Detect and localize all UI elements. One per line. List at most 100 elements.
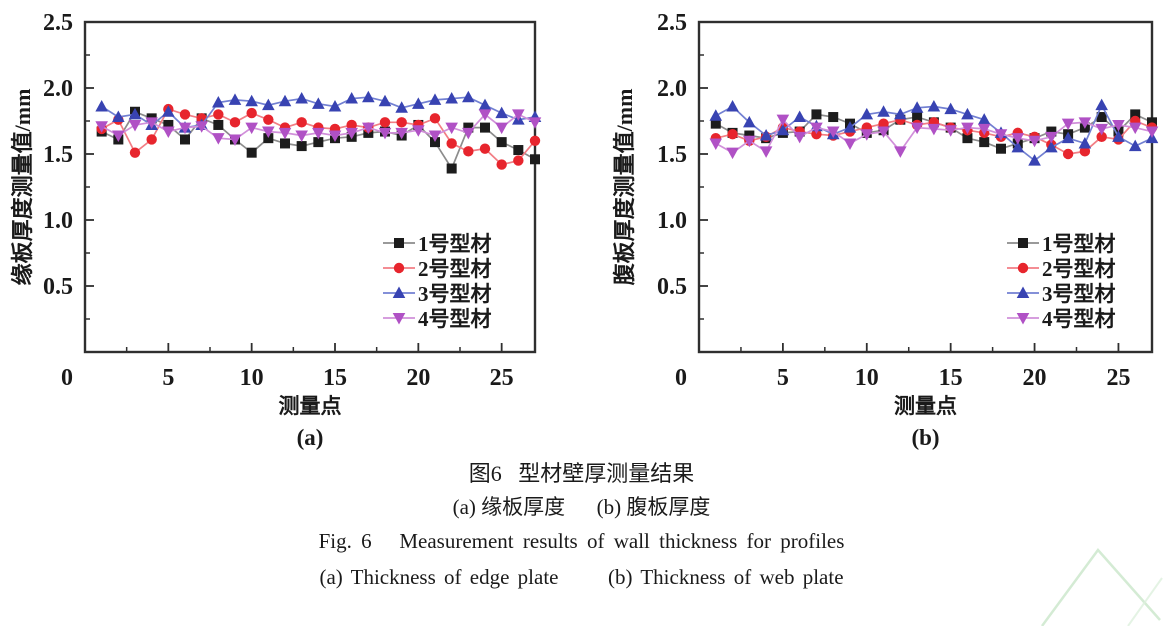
data-point-marker [295,130,308,143]
data-point-marker [877,105,890,117]
data-point-marker [927,123,941,136]
data-point-marker [129,147,141,158]
x-tick-label: 20 [1023,365,1047,391]
data-point-marker [961,122,974,135]
x-tick-label: 15 [323,365,347,391]
x-tick-label: 0 [675,365,687,391]
data-point-marker [412,125,425,137]
data-point-marker [1011,140,1025,153]
data-point-marker [462,127,475,140]
data-point-marker [726,147,739,160]
data-point-marker [146,134,157,145]
data-point-marker [179,109,191,120]
data-point-marker [878,118,889,129]
legend-marker [1018,238,1028,248]
data-point-marker [1061,118,1075,131]
data-point-marker [1078,117,1092,129]
data-point-marker [927,99,941,112]
data-point-marker [446,138,457,149]
data-point-marker [180,134,190,145]
data-point-marker [1045,131,1058,144]
data-point-marker [1046,126,1057,137]
data-point-marker [894,107,907,120]
data-point-marker [944,125,957,137]
x-axis: 0 5 10 15 20 25 [61,343,514,391]
data-point-marker [463,146,474,157]
data-point-marker [1095,123,1108,136]
data-point-marker [944,102,957,115]
legend-marker [393,262,405,274]
y-axis: 0.5 1.0 1.5 2.0 2.5 [657,10,708,320]
data-point-marker [910,122,924,135]
data-point-marker [726,99,739,112]
legend-label: 2号型材 [1042,257,1116,281]
data-point-marker [826,126,840,139]
data-point-marker [428,130,442,143]
caption-zh-sub: (a) 缘板厚度 (b) 腹板厚度 [452,495,711,519]
legend-label: 4号型材 [418,307,492,331]
data-point-marker [1096,131,1107,143]
data-point-marker [112,110,125,123]
data-point-marker [463,122,474,133]
data-point-marker [811,129,822,140]
x-tick-label: 10 [240,365,264,391]
data-point-marker [994,129,1008,141]
data-point-marker [362,122,375,135]
data-point-marker [977,113,991,125]
legend-marker [1017,262,1029,274]
data-point-marker [246,107,257,119]
data-point-marker [395,127,408,140]
data-point-marker [262,98,275,111]
legend-label: 3号型材 [1042,282,1116,306]
series-2 [710,114,1158,160]
data-point-marker [709,138,723,150]
y-tick-label: 2.0 [43,76,73,102]
data-point-marker [362,90,375,103]
y-axis-title: 缘板厚度测量值/mm [10,89,35,286]
data-point-marker [710,118,721,129]
data-point-marker [245,94,258,107]
x-axis: 0 5 10 15 20 25 [675,343,1130,391]
x-tick-label: 0 [61,365,73,391]
legend-label: 1号型材 [418,232,492,256]
data-point-marker [495,106,508,119]
data-point-marker [278,127,292,140]
data-point-marker [245,122,258,135]
x-tick-label: 20 [406,365,430,391]
data-point-marker [1078,136,1092,149]
data-point-marker [445,92,458,104]
data-point-marker [528,117,542,129]
legend-label: 3号型材 [418,282,492,306]
data-point-marker [512,109,525,121]
y-tick-label: 0.5 [657,274,687,300]
data-point-marker [759,129,773,141]
data-point-marker [480,122,490,133]
data-point-marker [744,130,755,141]
data-point-marker [478,109,492,121]
data-point-marker [1061,131,1075,144]
y-tick-label: 1.5 [43,142,73,168]
data-point-marker [811,109,822,120]
x-tick-label: 10 [855,365,879,391]
data-point-marker [246,147,257,158]
data-point-marker [962,133,973,144]
data-point-marker [996,143,1006,154]
data-point-marker [278,94,292,107]
x-tick-label: 25 [1106,365,1130,391]
caption-en-sub: (a) Thickness of edge plate (b) Thicknes… [319,565,844,589]
data-point-marker [295,92,308,104]
data-point-marker [162,105,175,117]
data-point-marker [894,146,907,158]
data-point-marker [1028,154,1041,166]
data-point-marker [843,121,857,133]
series-4 [709,114,1159,160]
data-point-marker [263,114,274,125]
data-point-marker [430,137,440,148]
data-point-marker [445,122,458,135]
data-point-marker [178,122,192,135]
data-point-marker [793,110,806,123]
caption-en: Fig. 6 Measurement results of wall thick… [318,529,845,553]
data-point-marker [776,123,790,136]
